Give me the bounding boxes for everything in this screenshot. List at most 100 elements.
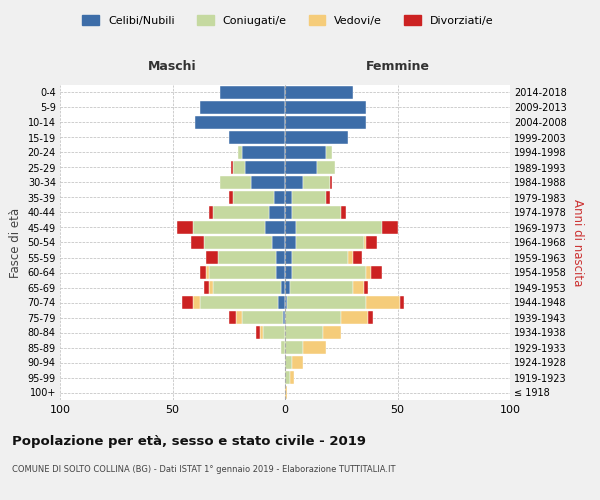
- Bar: [323, 326, 341, 339]
- Text: COMUNE DI SOLTO COLLINA (BG) - Dati ISTAT 1° gennaio 2019 - Elaborazione TUTTITA: COMUNE DI SOLTO COLLINA (BG) - Dati ISTA…: [12, 465, 395, 474]
- Bar: [238, 146, 242, 159]
- Bar: [341, 206, 346, 219]
- Bar: [285, 116, 366, 129]
- Bar: [281, 341, 285, 354]
- Bar: [285, 101, 366, 114]
- Bar: [209, 281, 213, 294]
- Bar: [260, 326, 263, 339]
- Bar: [242, 311, 283, 324]
- Bar: [276, 266, 285, 279]
- Bar: [285, 296, 287, 309]
- Bar: [193, 221, 265, 234]
- Bar: [204, 281, 209, 294]
- Bar: [364, 281, 368, 294]
- Bar: [366, 266, 371, 279]
- Bar: [256, 326, 260, 339]
- Bar: [285, 161, 317, 174]
- Bar: [209, 206, 213, 219]
- Bar: [285, 206, 292, 219]
- Bar: [278, 296, 285, 309]
- Bar: [199, 296, 278, 309]
- Bar: [400, 296, 404, 309]
- Bar: [177, 221, 193, 234]
- Bar: [182, 296, 193, 309]
- Bar: [229, 191, 233, 204]
- Bar: [292, 356, 303, 369]
- Bar: [287, 296, 366, 309]
- Bar: [325, 191, 330, 204]
- Bar: [213, 281, 281, 294]
- Bar: [199, 101, 285, 114]
- Bar: [229, 311, 235, 324]
- Bar: [368, 311, 373, 324]
- Bar: [341, 311, 368, 324]
- Bar: [285, 371, 290, 384]
- Bar: [206, 266, 209, 279]
- Bar: [364, 236, 366, 249]
- Bar: [292, 191, 325, 204]
- Bar: [235, 311, 242, 324]
- Bar: [245, 161, 285, 174]
- Text: Femmine: Femmine: [365, 60, 430, 73]
- Bar: [290, 371, 294, 384]
- Bar: [204, 236, 271, 249]
- Bar: [292, 266, 366, 279]
- Legend: Celibi/Nubili, Coniugati/e, Vedovi/e, Divorziati/e: Celibi/Nubili, Coniugati/e, Vedovi/e, Di…: [78, 10, 498, 30]
- Bar: [269, 206, 285, 219]
- Bar: [281, 281, 285, 294]
- Bar: [285, 356, 292, 369]
- Bar: [285, 146, 325, 159]
- Bar: [213, 206, 269, 219]
- Bar: [285, 266, 292, 279]
- Bar: [353, 281, 364, 294]
- Bar: [303, 341, 325, 354]
- Bar: [276, 251, 285, 264]
- Text: Popolazione per età, sesso e stato civile - 2019: Popolazione per età, sesso e stato civil…: [12, 435, 366, 448]
- Bar: [218, 251, 276, 264]
- Bar: [242, 146, 285, 159]
- Bar: [220, 176, 251, 189]
- Text: Maschi: Maschi: [148, 60, 197, 73]
- Bar: [292, 251, 348, 264]
- Bar: [285, 191, 292, 204]
- Bar: [220, 86, 285, 99]
- Bar: [285, 236, 296, 249]
- Bar: [285, 221, 296, 234]
- Bar: [274, 191, 285, 204]
- Bar: [290, 281, 353, 294]
- Bar: [353, 251, 361, 264]
- Bar: [292, 206, 341, 219]
- Bar: [265, 221, 285, 234]
- Bar: [296, 221, 382, 234]
- Bar: [285, 131, 348, 144]
- Bar: [285, 311, 341, 324]
- Bar: [209, 266, 276, 279]
- Bar: [285, 176, 303, 189]
- Y-axis label: Anni di nascita: Anni di nascita: [571, 199, 584, 286]
- Y-axis label: Fasce di età: Fasce di età: [9, 208, 22, 278]
- Bar: [231, 161, 233, 174]
- Bar: [191, 236, 204, 249]
- Bar: [195, 116, 285, 129]
- Bar: [303, 176, 330, 189]
- Bar: [371, 266, 382, 279]
- Bar: [285, 386, 287, 399]
- Bar: [285, 86, 353, 99]
- Bar: [285, 341, 303, 354]
- Bar: [285, 281, 290, 294]
- Bar: [271, 236, 285, 249]
- Bar: [285, 326, 323, 339]
- Bar: [206, 251, 218, 264]
- Bar: [251, 176, 285, 189]
- Bar: [233, 191, 274, 204]
- Bar: [283, 311, 285, 324]
- Bar: [317, 161, 335, 174]
- Bar: [366, 296, 400, 309]
- Bar: [296, 236, 364, 249]
- Bar: [325, 146, 332, 159]
- Bar: [233, 161, 245, 174]
- Bar: [263, 326, 285, 339]
- Bar: [382, 221, 398, 234]
- Bar: [285, 251, 292, 264]
- Bar: [229, 131, 285, 144]
